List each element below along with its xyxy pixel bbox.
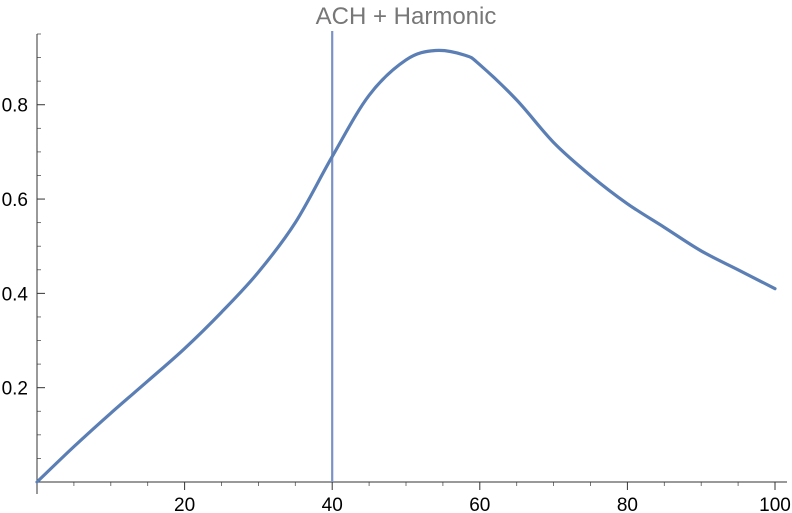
y-tick-label: 0.8 — [2, 96, 28, 117]
x-tick-label: 80 — [617, 495, 638, 513]
y-tick-label: 0.2 — [2, 379, 28, 400]
x-tick-label: 20 — [174, 495, 195, 513]
chart-title: ACH + Harmonic — [316, 3, 497, 30]
y-tick-label: 0.4 — [2, 284, 29, 305]
minor-ticks — [37, 33, 739, 486]
y-tick-label: 0.6 — [2, 190, 28, 211]
series-group — [35, 48, 777, 484]
y-axis-ticks: 0.2 0.4 0.6 0.8 — [2, 96, 45, 400]
series-line — [35, 48, 777, 484]
x-tick-label: 60 — [469, 495, 490, 513]
x-tick-label: 100 — [759, 495, 791, 513]
x-tick-label: 40 — [322, 495, 343, 513]
x-axis-ticks: 20 40 60 80 100 — [174, 482, 791, 513]
